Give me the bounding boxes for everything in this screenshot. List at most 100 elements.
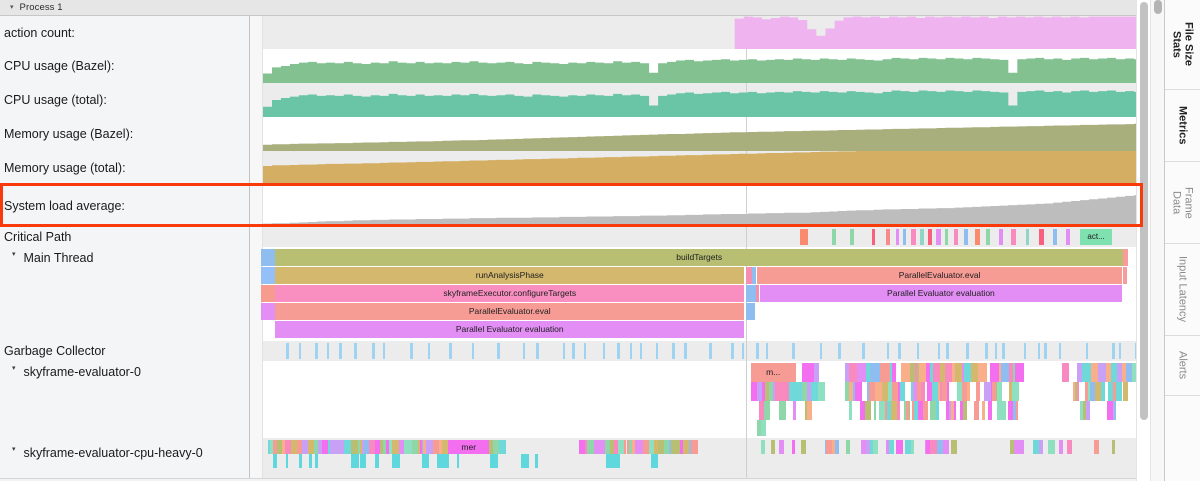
- gc-event-tick[interactable]: [339, 343, 342, 359]
- panel-scrollbar[interactable]: [1136, 0, 1150, 481]
- track-shell-garbage-collector[interactable]: Garbage Collector: [0, 341, 250, 361]
- flame-slice[interactable]: [392, 440, 400, 454]
- flame-slice[interactable]: [963, 401, 967, 420]
- flame-slice[interactable]: [937, 440, 944, 454]
- flame-slice[interactable]: [282, 440, 286, 454]
- flame-slice[interactable]: [579, 440, 586, 454]
- flame-slice[interactable]: [374, 440, 380, 454]
- flame-slice[interactable]: [421, 454, 430, 468]
- flame-slice[interactable]: [1008, 382, 1012, 401]
- flame-slice[interactable]: [650, 454, 658, 468]
- gc-event-tick[interactable]: [994, 343, 998, 359]
- flame-slice[interactable]: [683, 440, 690, 454]
- flame-slice[interactable]: [992, 382, 996, 401]
- flame-slice[interactable]: [934, 440, 938, 454]
- flame-slice[interactable]: [1113, 382, 1117, 401]
- flame-slice[interactable]: [778, 440, 784, 454]
- flame-slice[interactable]: [403, 440, 408, 454]
- flame-slice[interactable]: [1106, 401, 1113, 420]
- track-row-skyframe-evaluator-0[interactable]: ▾ skyframe-evaluator-0 m...: [0, 361, 1152, 438]
- gc-event-tick[interactable]: [315, 343, 318, 359]
- flame-slice[interactable]: [908, 401, 910, 420]
- gc-event-tick[interactable]: [966, 343, 969, 359]
- flame-slice[interactable]: [804, 401, 807, 420]
- gc-event-tick[interactable]: [946, 343, 949, 359]
- gc-event-tick[interactable]: [1023, 343, 1027, 359]
- critical-path-slice[interactable]: [849, 229, 854, 245]
- track-row-garbage-collector[interactable]: Garbage Collector: [0, 341, 1152, 361]
- flame-slice[interactable]: [534, 454, 539, 468]
- flame-slice[interactable]: [868, 382, 876, 401]
- gc-event-tick[interactable]: [1037, 343, 1041, 359]
- flame-slice[interactable]: [407, 440, 413, 454]
- track-canvas-memory-usage-bazel[interactable]: [250, 117, 1152, 151]
- flame-slice[interactable]: [1116, 382, 1122, 401]
- flame-slice[interactable]: [1122, 363, 1126, 382]
- flame-slice[interactable]: [879, 401, 885, 420]
- flame-slice-labeled[interactable]: m...: [750, 363, 796, 382]
- flame-slice[interactable]: [746, 267, 752, 284]
- flame-slice[interactable]: [1085, 401, 1090, 420]
- flame-slice[interactable]: [321, 440, 328, 454]
- gc-event-tick[interactable]: [522, 343, 526, 359]
- flame-slice[interactable]: [911, 382, 913, 401]
- flame-slice[interactable]: [412, 440, 418, 454]
- flame-slice[interactable]: [873, 401, 876, 420]
- flame-slice[interactable]: [950, 401, 955, 420]
- flame-slice-parallel-evaluator-evaluation[interactable]: Parallel Evaluator evaluation: [275, 321, 745, 338]
- flame-slice[interactable]: [997, 382, 1003, 401]
- flame-slice[interactable]: [350, 440, 359, 454]
- flame-slice[interactable]: [946, 401, 950, 420]
- flame-slice[interactable]: [914, 363, 917, 382]
- flame-slice[interactable]: [499, 440, 506, 454]
- flame-slice[interactable]: [880, 363, 891, 382]
- process-header[interactable]: ▾ Process 1: [0, 0, 1152, 16]
- flame-slice[interactable]: [923, 401, 929, 420]
- chevron-down-icon[interactable]: ▾: [12, 365, 16, 372]
- gc-event-tick[interactable]: [684, 343, 687, 359]
- flame-slice[interactable]: [1097, 363, 1106, 382]
- flame-slice[interactable]: [1013, 440, 1019, 454]
- flame-slice[interactable]: [791, 440, 796, 454]
- flame-slice[interactable]: [951, 363, 955, 382]
- critical-path-slice[interactable]: [1011, 229, 1016, 245]
- flame-slice[interactable]: [931, 382, 938, 401]
- flame-slice[interactable]: [417, 440, 420, 454]
- flame-slice[interactable]: [296, 440, 302, 454]
- flame-slice[interactable]: [386, 440, 389, 454]
- gc-event-tick[interactable]: [629, 343, 633, 359]
- flame-slice[interactable]: [399, 440, 404, 454]
- track-row-memory-usage-total[interactable]: Memory usage (total):: [0, 151, 1152, 185]
- flame-slice[interactable]: [957, 382, 961, 401]
- gc-event-tick[interactable]: [819, 343, 823, 359]
- track-canvas-skyframe-evaluator-cpu-heavy-0[interactable]: mer: [250, 438, 1152, 478]
- flame-slice[interactable]: [789, 382, 795, 401]
- critical-path-slice[interactable]: [1066, 229, 1070, 245]
- flame-slice[interactable]: [770, 440, 775, 454]
- gc-event-tick[interactable]: [672, 343, 675, 359]
- flame-slice[interactable]: [854, 382, 862, 401]
- critical-path-slice[interactable]: [1025, 229, 1030, 245]
- flame-slice[interactable]: [691, 440, 698, 454]
- flame-slice[interactable]: [456, 454, 459, 468]
- flame-slice[interactable]: [849, 382, 854, 401]
- flame-slice[interactable]: [1117, 363, 1123, 382]
- flame-slice[interactable]: [360, 440, 363, 454]
- flame-slice[interactable]: [750, 382, 758, 401]
- flame-slice[interactable]: [314, 440, 318, 454]
- flame-slice[interactable]: [520, 454, 529, 468]
- flame-slice[interactable]: [1105, 363, 1112, 382]
- flame-slice[interactable]: [971, 363, 979, 382]
- flame-slice[interactable]: [935, 401, 939, 420]
- flame-slice[interactable]: [490, 454, 499, 468]
- flame-slice[interactable]: [362, 440, 364, 454]
- flame-slice[interactable]: [1015, 401, 1018, 420]
- flame-slice[interactable]: [1091, 363, 1098, 382]
- gc-event-tick[interactable]: [838, 343, 841, 359]
- gc-event-tick[interactable]: [449, 343, 452, 359]
- flame-slice[interactable]: [864, 401, 871, 420]
- flame-slice[interactable]: [761, 440, 765, 454]
- flame-slice[interactable]: [1012, 401, 1016, 420]
- flame-slice[interactable]: [781, 382, 790, 401]
- gc-event-tick[interactable]: [298, 343, 302, 359]
